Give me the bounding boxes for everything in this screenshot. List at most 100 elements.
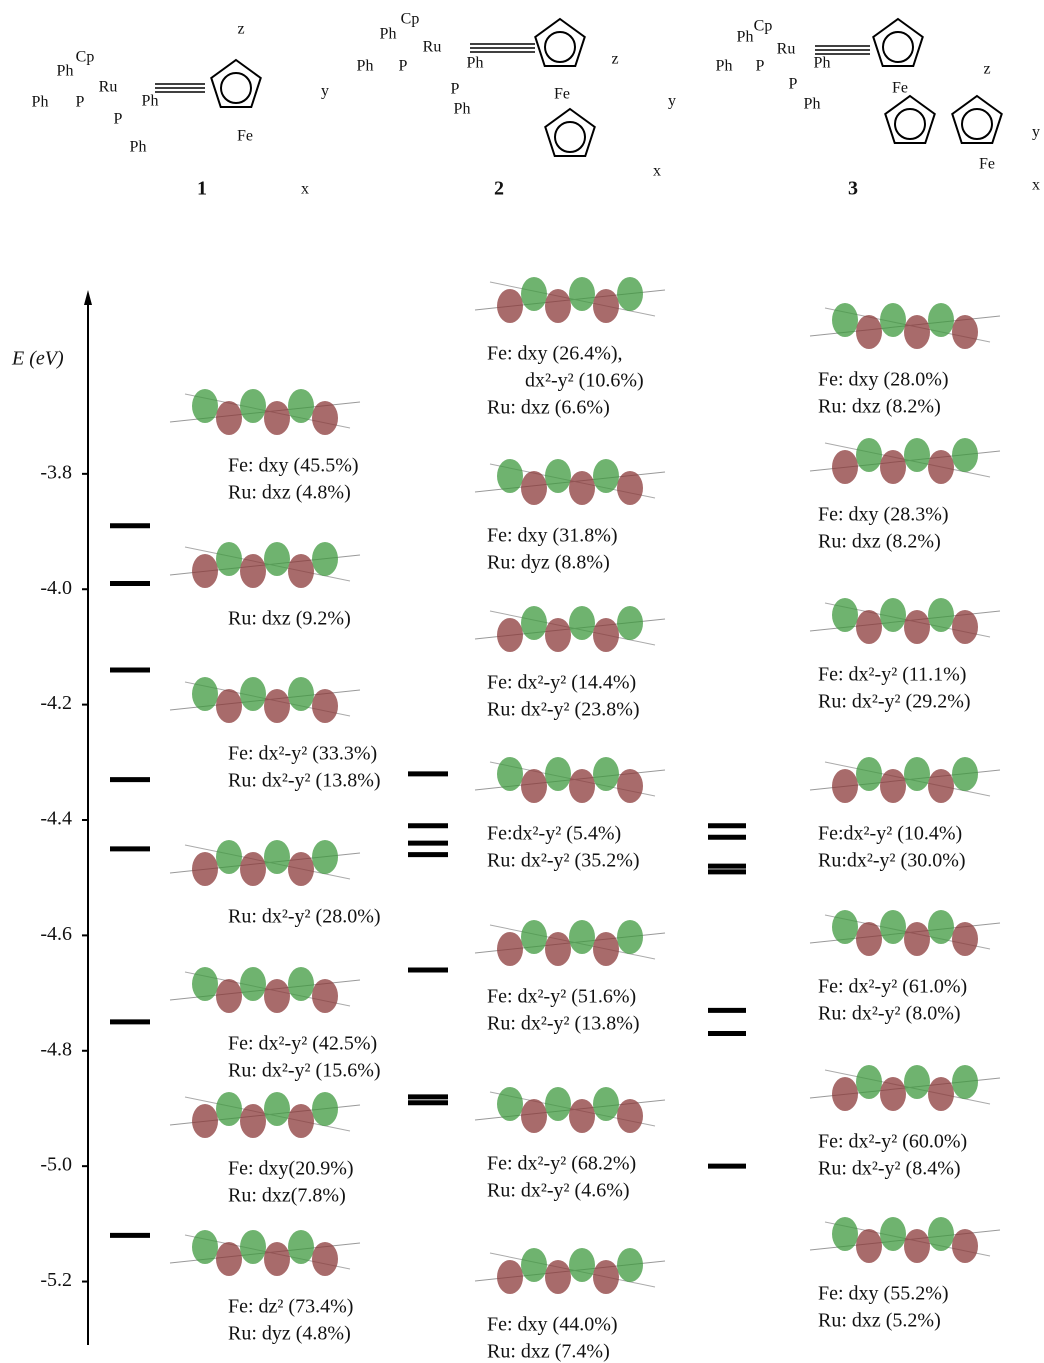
mo-lobe xyxy=(593,618,619,652)
mo-caption: dx²-y² (10.6%) xyxy=(525,370,644,392)
mo-lobe xyxy=(240,554,266,588)
mo-lobe xyxy=(832,910,858,944)
atom-label: P xyxy=(114,111,123,128)
mo-caption: Fe: dxy (44.0%) xyxy=(487,1314,618,1336)
mo-lobe xyxy=(497,1260,523,1294)
atom-label: z xyxy=(611,51,618,68)
y-tick-label: -5.2 xyxy=(40,1269,72,1291)
mo-lobe xyxy=(264,401,290,435)
mo-lobe xyxy=(240,967,266,1001)
mo-lobe xyxy=(617,277,643,311)
mo-caption: Ru: dyz (8.8%) xyxy=(487,552,610,574)
mo-lobe xyxy=(832,303,858,337)
mo-lobe xyxy=(952,610,978,644)
mo-lobe xyxy=(216,401,242,435)
atom-label: Ph xyxy=(32,94,49,111)
axis-arrow xyxy=(84,290,92,305)
mo-lobe xyxy=(264,1242,290,1276)
mo-lobe xyxy=(216,542,242,576)
mo-lobe xyxy=(952,1229,978,1263)
mo-lobe xyxy=(952,757,978,791)
mo-caption: Ru:dx²-y² (30.0%) xyxy=(818,850,966,872)
compound-number: 3 xyxy=(848,178,858,200)
mo-lobe xyxy=(312,542,338,576)
atom-label: x xyxy=(1032,177,1040,194)
mo-lobe xyxy=(312,979,338,1013)
mo-caption: Ru: dxz (5.2%) xyxy=(818,1310,941,1332)
mo-lobe xyxy=(240,1230,266,1264)
mo-lobe xyxy=(593,459,619,493)
mo-lobe xyxy=(521,769,547,803)
mo-lobe xyxy=(928,1077,954,1111)
mo-lobe xyxy=(904,610,930,644)
mo-lobe xyxy=(288,967,314,1001)
atom-label: Fe xyxy=(979,156,995,173)
atom-label: Ru xyxy=(423,39,442,56)
mo-lobe xyxy=(216,1242,242,1276)
axis-title: E (eV) xyxy=(11,348,64,370)
mo-lobe xyxy=(904,922,930,956)
mo-lobe xyxy=(617,1099,643,1133)
cp-ring-inner xyxy=(545,32,575,62)
mo-lobe xyxy=(240,389,266,423)
mo-caption: Fe: dxy(20.9%) xyxy=(228,1158,354,1180)
mo-caption: Fe: dx²-y² (51.6%) xyxy=(487,986,636,1008)
mo-lobe xyxy=(856,922,882,956)
mo-lobe xyxy=(880,910,906,944)
mo-lobe xyxy=(521,277,547,311)
mo-lobe xyxy=(192,967,218,1001)
mo-lobe xyxy=(880,598,906,632)
mo-lobe xyxy=(593,1260,619,1294)
compound-number: 2 xyxy=(494,178,504,200)
mo-lobe xyxy=(497,757,523,791)
mo-lobe xyxy=(904,1065,930,1099)
mo-lobe xyxy=(497,459,523,493)
mo-lobe xyxy=(952,315,978,349)
mo-lobe xyxy=(545,459,571,493)
y-tick-label: -3.8 xyxy=(40,461,72,483)
mo-lobe xyxy=(288,1230,314,1264)
mo-lobe xyxy=(952,922,978,956)
mo-caption: Ru: dxz (7.4%) xyxy=(487,1341,610,1363)
mo-lobe xyxy=(521,1099,547,1133)
atom-label: Ph xyxy=(130,139,147,156)
mo-caption: Ru: dxz (4.8%) xyxy=(228,482,351,504)
mo-caption: Ru: dx²-y² (35.2%) xyxy=(487,850,640,872)
mo-lobe xyxy=(569,471,595,505)
mo-lobe xyxy=(617,920,643,954)
mo-caption: Fe: dx²-y² (60.0%) xyxy=(818,1131,967,1153)
mo-caption: Fe:dx²-y² (5.4%) xyxy=(487,823,621,845)
y-tick-label: -4.4 xyxy=(40,808,72,830)
mo-lobe xyxy=(593,932,619,966)
mo-lobe xyxy=(312,1242,338,1276)
mo-lobe xyxy=(904,1229,930,1263)
cp-ring xyxy=(885,96,934,143)
mo-lobe xyxy=(617,606,643,640)
cp-ring-inner xyxy=(895,109,925,139)
mo-lobe xyxy=(545,618,571,652)
mo-lobe xyxy=(904,757,930,791)
cp-ring xyxy=(535,19,584,66)
mo-caption: Fe:dx²-y² (10.4%) xyxy=(818,823,962,845)
mo-caption: Ru: dx²-y² (29.2%) xyxy=(818,691,971,713)
compound-number: 1 xyxy=(197,178,207,200)
mo-caption: Ru: dx²-y² (13.8%) xyxy=(228,770,381,792)
mo-lobe xyxy=(856,757,882,791)
mo-caption: Ru: dx²-y² (28.0%) xyxy=(228,906,381,928)
atom-label: Ph xyxy=(57,63,74,80)
mo-lobe xyxy=(617,471,643,505)
mo-lobe xyxy=(264,979,290,1013)
mo-lobe xyxy=(832,1217,858,1251)
mo-caption: Fe: dxy (45.5%) xyxy=(228,455,359,477)
mo-lobe xyxy=(192,1104,218,1138)
mo-lobe xyxy=(856,610,882,644)
mo-caption: Ru: dyz (4.8%) xyxy=(228,1323,351,1345)
cp-ring xyxy=(952,96,1001,143)
atom-label: P xyxy=(451,81,460,98)
atom-label: x xyxy=(653,163,661,180)
mo-lobe xyxy=(928,910,954,944)
mo-lobe xyxy=(192,677,218,711)
mo-lobe xyxy=(497,932,523,966)
mo-lobe xyxy=(617,1248,643,1282)
mo-lobe xyxy=(569,1248,595,1282)
